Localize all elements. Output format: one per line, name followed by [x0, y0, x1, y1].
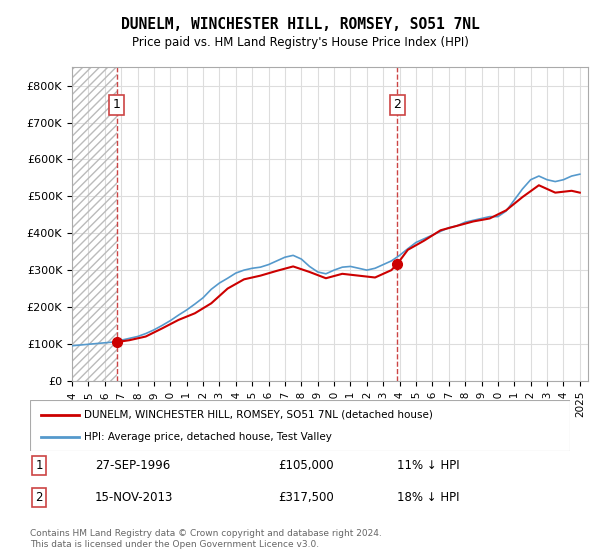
Text: 2: 2	[35, 491, 43, 504]
Text: 18% ↓ HPI: 18% ↓ HPI	[397, 491, 460, 504]
DUNELM, WINCHESTER HILL, ROMSEY, SO51 7NL (detached house)	[437, 227, 444, 234]
Text: 11% ↓ HPI: 11% ↓ HPI	[397, 459, 460, 473]
DUNELM, WINCHESTER HILL, ROMSEY, SO51 7NL (detached house)	[454, 222, 461, 229]
Text: 2: 2	[394, 99, 401, 111]
DUNELM, WINCHESTER HILL, ROMSEY, SO51 7NL (detached house)	[535, 182, 542, 189]
Text: Price paid vs. HM Land Registry's House Price Index (HPI): Price paid vs. HM Land Registry's House …	[131, 36, 469, 49]
Bar	[72, 67, 117, 381]
HPI: Average price, detached house, Test Valley: (1.99e+03, 9.5e+04): Average price, detached house, Test Vall…	[68, 342, 76, 349]
Text: £105,000: £105,000	[278, 459, 334, 473]
DUNELM, WINCHESTER HILL, ROMSEY, SO51 7NL (detached house)	[486, 215, 493, 222]
DUNELM, WINCHESTER HILL, ROMSEY, SO51 7NL (detached house)	[502, 207, 509, 214]
Text: 15-NOV-2013: 15-NOV-2013	[95, 491, 173, 504]
HPI: Average price, detached house, Test Valley: (2e+03, 2.78e+05): Average price, detached house, Test Vall…	[224, 275, 231, 282]
DUNELM, WINCHESTER HILL, ROMSEY, SO51 7NL (detached house)	[394, 260, 401, 267]
DUNELM, WINCHESTER HILL, ROMSEY, SO51 7NL (detached house)	[519, 194, 526, 200]
Line: HPI: Average price, detached house, Test Valley: HPI: Average price, detached house, Test…	[72, 174, 580, 346]
Text: 27-SEP-1996: 27-SEP-1996	[95, 459, 170, 473]
DUNELM, WINCHESTER HILL, ROMSEY, SO51 7NL (detached house)	[470, 218, 477, 225]
Line: DUNELM, WINCHESTER HILL, ROMSEY, SO51 7NL (detached house): DUNELM, WINCHESTER HILL, ROMSEY, SO51 7N…	[397, 185, 580, 264]
Text: Contains HM Land Registry data © Crown copyright and database right 2024.
This d: Contains HM Land Registry data © Crown c…	[30, 529, 382, 549]
DUNELM, WINCHESTER HILL, ROMSEY, SO51 7NL (detached house)	[576, 189, 583, 196]
DUNELM, WINCHESTER HILL, ROMSEY, SO51 7NL (detached house)	[421, 237, 428, 244]
HPI: Average price, detached house, Test Valley: (2.02e+03, 5.6e+05): Average price, detached house, Test Vall…	[576, 171, 583, 178]
Text: DUNELM, WINCHESTER HILL, ROMSEY, SO51 7NL: DUNELM, WINCHESTER HILL, ROMSEY, SO51 7N…	[121, 17, 479, 32]
DUNELM, WINCHESTER HILL, ROMSEY, SO51 7NL (detached house)	[551, 189, 559, 196]
Text: 1: 1	[113, 99, 121, 111]
HPI: Average price, detached house, Test Valley: (2.01e+03, 2.9e+05): Average price, detached house, Test Vall…	[322, 270, 329, 277]
HPI: Average price, detached house, Test Valley: (2e+03, 2.48e+05): Average price, detached house, Test Vall…	[208, 286, 215, 293]
HPI: Average price, detached house, Test Valley: (2.02e+03, 5.55e+05): Average price, detached house, Test Vall…	[568, 172, 575, 179]
HPI: Average price, detached house, Test Valley: (2.01e+03, 3.1e+05): Average price, detached house, Test Vall…	[306, 263, 313, 270]
Text: £317,500: £317,500	[278, 491, 334, 504]
HPI: Average price, detached house, Test Valley: (2.02e+03, 3.85e+05): Average price, detached house, Test Vall…	[421, 235, 428, 242]
DUNELM, WINCHESTER HILL, ROMSEY, SO51 7NL (detached house)	[568, 188, 575, 194]
Text: DUNELM, WINCHESTER HILL, ROMSEY, SO51 7NL (detached house): DUNELM, WINCHESTER HILL, ROMSEY, SO51 7N…	[84, 409, 433, 419]
Text: 1: 1	[35, 459, 43, 473]
DUNELM, WINCHESTER HILL, ROMSEY, SO51 7NL (detached house)	[404, 246, 412, 253]
Text: HPI: Average price, detached house, Test Valley: HPI: Average price, detached house, Test…	[84, 432, 332, 442]
